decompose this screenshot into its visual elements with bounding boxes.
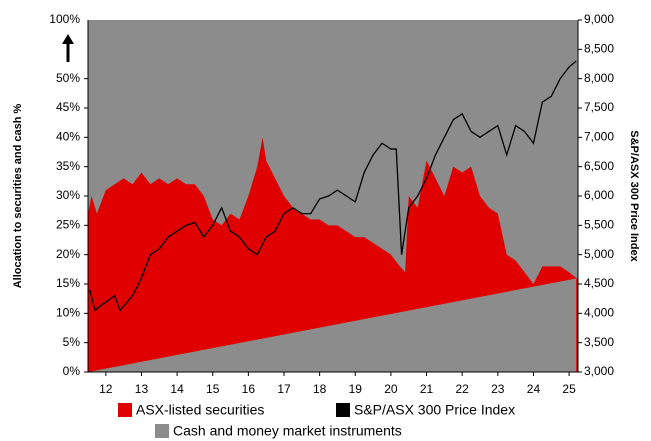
x-tick-label: 16 bbox=[242, 382, 256, 396]
y2-tick-label: 5,500 bbox=[584, 218, 614, 232]
y-tick-label: 50% bbox=[56, 71, 80, 85]
x-tick-label: 13 bbox=[135, 382, 149, 396]
y-tick-label: 15% bbox=[56, 276, 80, 290]
x-tick-label: 14 bbox=[170, 382, 184, 396]
legend-label: Cash and money market instruments bbox=[173, 423, 402, 439]
legend-label: ASX-listed securities bbox=[136, 402, 264, 418]
y-tick-label: 45% bbox=[56, 100, 80, 114]
y2-tick-label: 6,500 bbox=[584, 159, 614, 173]
legend-swatch bbox=[336, 403, 350, 417]
index-line bbox=[89, 60, 577, 312]
x-tick-label: 20 bbox=[384, 382, 398, 396]
y2-tick-label: 4,000 bbox=[584, 306, 614, 320]
y2-tick-label: 7,500 bbox=[584, 100, 614, 114]
y2-tick-label: 8,500 bbox=[584, 42, 614, 56]
y2-tick-label: 9,000 bbox=[584, 12, 614, 26]
x-tick-label: 21 bbox=[420, 382, 434, 396]
x-tick-label: 24 bbox=[527, 382, 541, 396]
y-tick-label: 20% bbox=[56, 247, 80, 261]
y-tick-label: 25% bbox=[56, 218, 80, 232]
legend-swatch bbox=[118, 403, 132, 417]
y-axis-title: Allocation to securities and cash % bbox=[12, 103, 24, 288]
y-tick-label: 30% bbox=[56, 188, 80, 202]
arrow-head bbox=[62, 34, 74, 44]
y-tick-label: 40% bbox=[56, 130, 80, 144]
y2-tick-label: 4,500 bbox=[584, 276, 614, 290]
y-tick-label: 10% bbox=[56, 306, 80, 320]
y2-tick-label: 6,000 bbox=[584, 188, 614, 202]
y2-tick-label: 8,000 bbox=[584, 71, 614, 85]
y2-tick-label: 3,500 bbox=[584, 335, 614, 349]
y2-axis-title: S&P/ASX 300 Price Index bbox=[628, 130, 640, 262]
y2-tick-label: 7,000 bbox=[584, 130, 614, 144]
y2-tick-label: 3,000 bbox=[584, 364, 614, 378]
x-tick-label: 25 bbox=[562, 382, 576, 396]
x-tick-label: 18 bbox=[313, 382, 327, 396]
y2-tick-label: 5,000 bbox=[584, 247, 614, 261]
asx-area bbox=[88, 137, 578, 372]
x-tick-label: 23 bbox=[491, 382, 505, 396]
x-tick-label: 15 bbox=[206, 382, 220, 396]
y-tick-label: 0% bbox=[63, 364, 81, 378]
legend-swatch bbox=[155, 424, 169, 438]
x-tick-label: 22 bbox=[456, 382, 470, 396]
x-tick-label: 12 bbox=[99, 382, 113, 396]
x-tick-label: 19 bbox=[349, 382, 363, 396]
legend-label: S&P/ASX 300 Price Index bbox=[354, 402, 515, 418]
x-tick-label: 17 bbox=[277, 382, 291, 396]
y-top-label: 100% bbox=[49, 12, 80, 26]
y-tick-label: 5% bbox=[63, 335, 81, 349]
y-tick-label: 35% bbox=[56, 159, 80, 173]
